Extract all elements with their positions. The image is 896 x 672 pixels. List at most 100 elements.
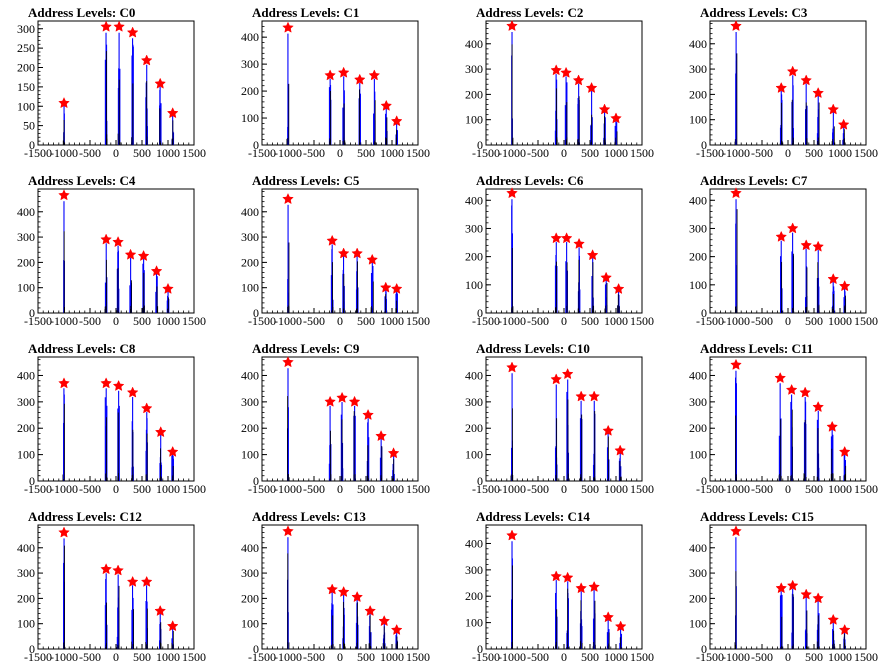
peak-star-marker [837,118,850,130]
x-tick-label: 1000 [604,482,628,496]
peak-cluster [145,585,148,649]
y-tick-label: 300 [689,62,707,76]
peak-star-marker [827,273,840,285]
peak-star-marker [154,426,167,438]
x-tick-label: 500 [357,650,375,664]
x-tick-label: -500 [303,482,325,496]
peak-star-marker [575,582,587,594]
peak-star-marker [838,445,851,457]
x-tick-label: 1500 [630,650,654,664]
chart-title: Address Levels: C3 [700,5,808,20]
peak-star-marker [550,232,563,244]
peak-star-marker [162,282,174,294]
y-tick-label: 100 [17,99,35,113]
x-tick-label: 0 [337,650,343,664]
peak-cluster [395,122,398,145]
y-tick-label: 0 [701,474,707,488]
x-tick-label: 0 [113,482,119,496]
peak-cluster [816,410,820,481]
y-tick-label: 100 [689,278,707,292]
y-tick-label: 0 [477,138,483,152]
peak-cluster [791,588,794,649]
peak-cluster [832,621,835,649]
x-tick-label: 1000 [604,650,628,664]
chart-panel-c3: Address Levels: C3 0 100 200 300 400 -1500 -100… [672,0,896,168]
peak-cluster [62,105,66,145]
peak-star-marker [336,391,348,403]
peak-star-marker [379,281,392,293]
x-tick-label: 1500 [854,650,878,664]
y-tick-label: 100 [465,113,483,127]
plot-frame [261,356,419,482]
y-tick-label: 100 [17,617,35,631]
y-tick-label: 200 [465,421,483,435]
histogram-svg: Address Levels: C13 0 100 200 300 400 -1500-10… [241,509,430,664]
y-tick-label: 200 [241,591,259,605]
peak-cluster [355,256,359,313]
y-tick-label: 400 [689,541,707,555]
x-tick-label: 1500 [182,650,206,664]
x-tick-label: 500 [805,482,823,496]
x-tick-label: -1000 [722,482,750,496]
y-tick-label: 100 [241,617,259,631]
chart-title: Address Levels: C15 [700,509,814,524]
peak-cluster [592,590,596,649]
peak-cluster [171,627,174,649]
peak-star-marker [326,234,339,246]
peak-star-marker [506,19,518,32]
peak-star-marker [588,390,600,402]
peak-cluster [342,76,346,145]
peak-star-marker [812,87,824,99]
peak-cluster [379,438,383,481]
x-tick-label: -500 [79,146,101,160]
chart-panel-c13: Address Levels: C13 0 100 200 300 400 -1500 -10… [224,504,448,672]
plot-frame [37,188,195,314]
peak-star-marker [166,107,179,119]
y-tick-label: 300 [17,22,35,36]
x-tick-label: -1000 [274,146,302,160]
chart-panel-c6: Address Levels: C6 0 100 200 300 400 -1500 -100… [448,168,672,336]
peak-star-marker [775,81,788,94]
chart-panel-c7: Address Levels: C7 0 100 200 300 400 -1500 -100… [672,168,896,336]
peak-star-marker [126,575,139,587]
peak-cluster [579,400,583,481]
peak-star-marker [588,580,600,592]
peak-star-marker [812,592,824,604]
peak-star-marker [124,248,137,260]
x-tick-label: -1500 [248,482,276,496]
peak-cluster [368,612,372,649]
histogram-svg: Address Levels: C8 0 100 200 300 400 -1500-100… [17,341,206,496]
x-tick-label: 1000 [828,650,852,664]
peak-cluster [592,400,596,481]
x-tick-label: -500 [303,314,325,328]
peak-star-marker [799,386,811,398]
peak-star-marker [100,233,112,245]
y-tick-label: 300 [17,566,35,580]
peak-star-marker [137,249,150,262]
peak-star-marker [826,420,839,432]
peak-star-marker [506,187,518,199]
y-tick-label: 400 [689,368,707,382]
chart-panel-c8: Address Levels: C8 0 100 200 300 400 -1500 -100… [0,336,224,504]
x-tick-label: 500 [133,314,151,328]
y-tick-label: 50 [23,119,35,133]
histogram-svg: Address Levels: C12 0 100 200 300 400 -1500-10… [17,509,206,664]
histogram-svg: Address Levels: C4 0 100 200 300 400 -1500-100… [17,173,206,328]
y-tick-label: 100 [689,448,707,462]
x-tick-label: 1500 [854,482,878,496]
x-tick-label: 1000 [156,314,180,328]
y-tick-label: 100 [465,448,483,462]
peak-star-marker [58,97,70,109]
peak-cluster [791,75,795,145]
peak-star-marker [348,395,361,407]
x-tick-label: -500 [303,146,325,160]
y-tick-label: 0 [29,474,35,488]
peak-cluster [145,64,148,145]
peak-cluster [117,32,121,145]
chart-title: Address Levels: C9 [252,341,360,356]
x-tick-label: 0 [113,650,119,664]
peak-cluster [617,290,620,313]
peak-star-marker [368,69,381,81]
x-tick-label: -500 [79,314,101,328]
x-tick-label: 1500 [630,482,654,496]
